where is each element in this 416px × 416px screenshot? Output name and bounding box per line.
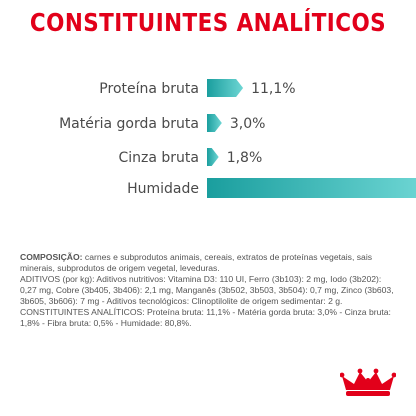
bar — [207, 79, 244, 97]
value-label: 3,0% — [230, 116, 266, 132]
value-label: 1,8% — [227, 150, 263, 166]
value-label: 11,1% — [251, 81, 295, 97]
composition-text-block: COMPOSIÇÃO: carnes e subprodutos animais… — [20, 252, 398, 329]
composition-lead: COMPOSIÇÃO: — [20, 252, 83, 262]
composition-ingredients: carnes e subprodutos animais, cereais, e… — [20, 252, 373, 273]
royal-canin-crown-logo — [340, 368, 396, 396]
category-label: Cinza bruta — [119, 150, 200, 166]
bar — [207, 148, 219, 166]
composition-additives: ADITIVOS (por kg): Aditivos nutritivos: … — [20, 274, 394, 306]
bar — [207, 114, 222, 132]
category-label: Matéria gorda bruta — [59, 116, 199, 132]
category-label: Humidade — [127, 181, 199, 197]
composition-analytics: CONSTITUINTES ANALÍTICOS: Proteína bruta… — [20, 307, 391, 328]
category-label: Proteína bruta — [99, 81, 199, 97]
bar — [207, 178, 416, 198]
composition-paragraph-1: COMPOSIÇÃO: carnes e subprodutos animais… — [20, 252, 398, 274]
analytic-constituents-chart: Proteína bruta 11,1% Matéria gorda bruta 3,… — [59, 79, 416, 198]
page-title: CONSTITUINTES ANALÍTICOS — [29, 8, 387, 37]
